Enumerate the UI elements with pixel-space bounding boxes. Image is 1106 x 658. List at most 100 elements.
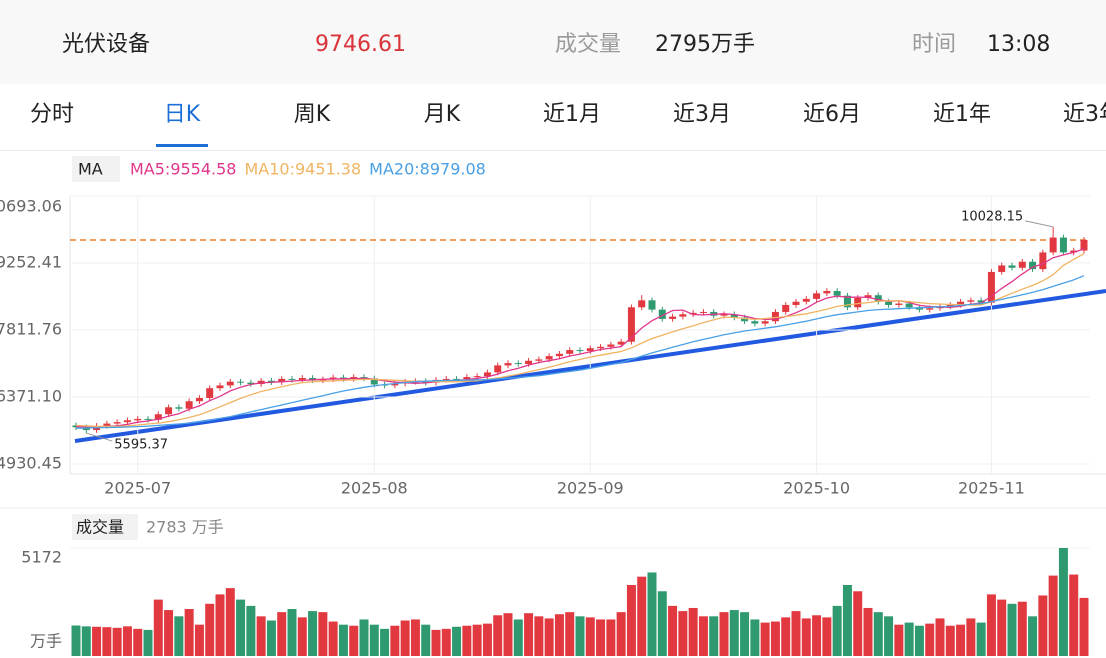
- volume-bar: [956, 624, 966, 656]
- volume-bar: [647, 572, 657, 656]
- volume-bar: [1007, 603, 1017, 656]
- y-tick-label: 6371.10: [0, 387, 62, 406]
- candle-body: [987, 271, 995, 303]
- volume-bar: [812, 615, 822, 656]
- candle-body: [298, 377, 306, 380]
- candle-body: [82, 427, 90, 431]
- volume-bar: [534, 616, 544, 656]
- candle-body: [730, 314, 738, 318]
- volume-unit: 万手: [30, 632, 62, 651]
- volume-bar: [822, 617, 832, 656]
- candle-body: [267, 380, 275, 383]
- volume-bar: [884, 616, 894, 656]
- volume-bar: [102, 627, 112, 656]
- volume-bar: [266, 620, 276, 656]
- candle-body: [576, 350, 584, 352]
- volume-bar: [986, 594, 996, 656]
- volume-bar: [997, 599, 1007, 656]
- volume-bar: [863, 607, 873, 656]
- candle-body: [597, 346, 605, 349]
- volume-bar: [585, 617, 595, 656]
- x-tick-label: 2025-08: [341, 479, 408, 498]
- volume-bar: [554, 614, 564, 656]
- volume-bar: [308, 611, 318, 656]
- candle-body: [175, 407, 183, 409]
- tab[interactable]: 分时: [29, 102, 74, 127]
- candle-body: [638, 300, 646, 308]
- candle-body: [627, 307, 635, 342]
- candle-body: [483, 372, 491, 377]
- volume-bar: [668, 605, 678, 656]
- candle-body: [854, 297, 862, 308]
- candle-body: [823, 291, 831, 294]
- volume-bar: [832, 605, 842, 656]
- volume-bar: [225, 588, 235, 656]
- volume-bar: [143, 629, 153, 656]
- volume-bar: [524, 613, 534, 656]
- stock-name: 光伏设备: [62, 32, 151, 57]
- tab[interactable]: 近3月: [673, 102, 731, 127]
- tab[interactable]: 近3年: [1063, 102, 1106, 127]
- volume-bar: [92, 626, 102, 656]
- ma-line: [75, 253, 1085, 428]
- candle-body: [247, 382, 255, 385]
- tab[interactable]: 近6月: [803, 102, 861, 127]
- volume-bar: [760, 622, 770, 656]
- candle-body: [885, 301, 893, 305]
- candle-body: [566, 350, 574, 354]
- candle-body: [123, 420, 131, 423]
- volume-bar: [801, 618, 811, 656]
- candle-body: [802, 298, 810, 302]
- candle-body: [751, 321, 759, 324]
- legend-entry: MA5:9554.58: [130, 160, 236, 179]
- tab[interactable]: 近1月: [543, 102, 601, 127]
- volume-bar: [1048, 575, 1058, 656]
- legend-entry: MA20:8979.08: [369, 160, 486, 179]
- volume-bar: [205, 603, 215, 656]
- volume-bar: [277, 612, 287, 656]
- volume-bar: [1079, 597, 1089, 656]
- candle-body: [278, 378, 286, 383]
- volume-bar: [441, 628, 451, 656]
- candle-body: [134, 418, 142, 421]
- candle-body: [309, 377, 317, 381]
- y-tick-label: 4930.45: [0, 454, 62, 473]
- volume-bar: [122, 626, 132, 656]
- candle-body: [1039, 252, 1047, 270]
- volume-bar: [657, 591, 667, 656]
- volume-bar: [616, 612, 626, 656]
- volume-bar: [719, 612, 729, 656]
- volume-bar: [925, 623, 935, 656]
- volume-bar: [184, 609, 194, 656]
- volume-bar: [945, 625, 955, 656]
- candle-body: [453, 378, 461, 380]
- candle-body: [813, 293, 821, 299]
- ma-line: [75, 248, 1085, 428]
- y-tick-label: 10693.06: [0, 197, 62, 216]
- volume-bar: [81, 626, 91, 656]
- volume-bar: [565, 612, 575, 656]
- volume-bar: [914, 625, 924, 656]
- low-leader: [86, 432, 113, 442]
- candle-body: [195, 397, 203, 402]
- volume-bar: [287, 609, 297, 656]
- x-tick-label: 2025-10: [783, 479, 850, 498]
- legend-entry: MA10:9451.38: [244, 160, 361, 179]
- candle-body: [103, 423, 111, 426]
- candle-body: [967, 300, 975, 302]
- tab[interactable]: 近1年: [933, 102, 991, 127]
- tab[interactable]: 周K: [293, 102, 331, 127]
- chart-bg: [0, 151, 1106, 658]
- tab[interactable]: 月K: [423, 102, 461, 127]
- volume-bar: [215, 594, 225, 656]
- candle-body: [545, 356, 553, 360]
- candle-body: [1080, 240, 1088, 251]
- y-tick-label: 5172: [21, 548, 62, 567]
- volume-bar: [482, 623, 492, 656]
- volume-bar: [1058, 548, 1068, 656]
- candle-body: [1018, 261, 1026, 268]
- legend-title: MA: [78, 160, 103, 179]
- tab[interactable]: 日K: [117, 100, 247, 147]
